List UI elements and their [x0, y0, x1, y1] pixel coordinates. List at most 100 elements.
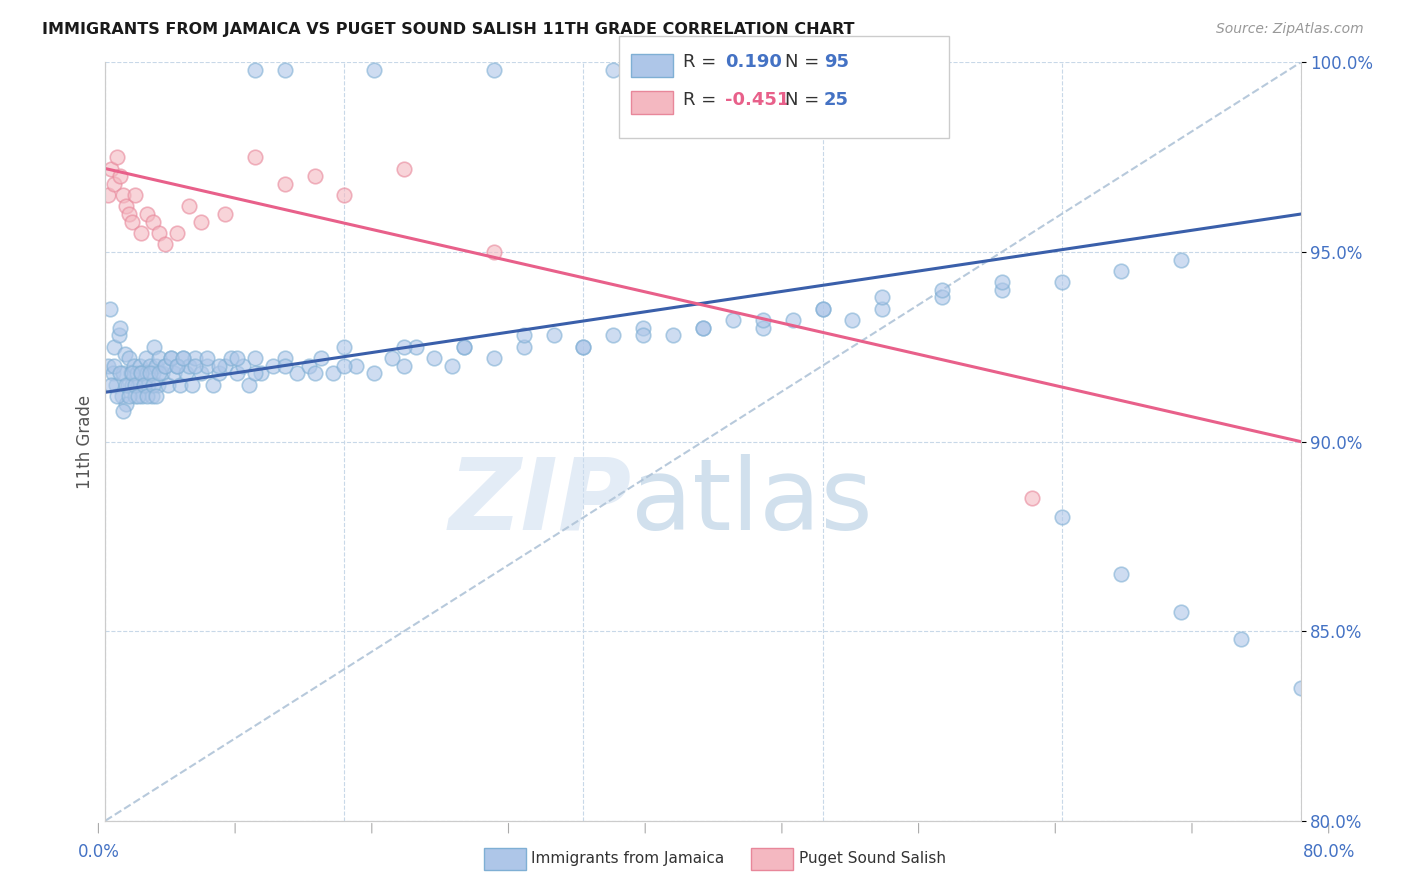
- Point: [118, 351, 141, 365]
- Point: [129, 366, 153, 380]
- Point: [184, 351, 207, 365]
- Point: [153, 359, 177, 373]
- Point: [138, 377, 160, 392]
- Point: [225, 351, 249, 365]
- Point: [309, 351, 332, 365]
- Point: [1170, 605, 1192, 619]
- Point: [103, 359, 125, 373]
- Point: [333, 188, 356, 202]
- Point: [145, 359, 167, 373]
- Point: [129, 226, 153, 240]
- Point: [440, 359, 463, 373]
- Point: [1050, 275, 1073, 289]
- Point: [148, 226, 170, 240]
- Point: [214, 207, 236, 221]
- Point: [1021, 491, 1043, 506]
- Point: [174, 366, 197, 380]
- Point: [111, 389, 134, 403]
- Point: [232, 359, 254, 373]
- Point: [118, 389, 141, 403]
- Point: [100, 377, 122, 392]
- Point: [107, 150, 129, 164]
- Point: [157, 377, 180, 392]
- Point: [142, 377, 165, 392]
- Text: 0.190: 0.190: [725, 54, 782, 71]
- Point: [273, 351, 295, 365]
- Text: N =: N =: [785, 91, 824, 109]
- Text: IMMIGRANTS FROM JAMAICA VS PUGET SOUND SALISH 11TH GRADE CORRELATION CHART: IMMIGRANTS FROM JAMAICA VS PUGET SOUND S…: [42, 22, 855, 37]
- Point: [513, 340, 536, 354]
- Point: [107, 389, 129, 403]
- Point: [392, 340, 416, 354]
- Point: [141, 389, 163, 403]
- Point: [751, 313, 773, 327]
- Point: [139, 359, 162, 373]
- Point: [423, 351, 446, 365]
- Point: [238, 377, 260, 392]
- Text: ZIP: ZIP: [449, 454, 631, 550]
- Point: [142, 214, 165, 228]
- Point: [136, 366, 159, 380]
- Point: [115, 199, 138, 213]
- Point: [134, 377, 156, 392]
- Point: [110, 320, 132, 334]
- Point: [115, 396, 138, 410]
- Point: [184, 359, 207, 373]
- Point: [124, 377, 146, 392]
- Point: [1050, 510, 1073, 524]
- Point: [100, 161, 122, 176]
- Point: [136, 207, 159, 221]
- Point: [146, 377, 169, 392]
- Point: [751, 320, 773, 334]
- Point: [285, 366, 308, 380]
- Point: [208, 359, 231, 373]
- Point: [381, 351, 404, 365]
- Point: [195, 359, 218, 373]
- Point: [190, 214, 212, 228]
- Point: [195, 351, 218, 365]
- Point: [112, 404, 135, 418]
- Point: [103, 177, 125, 191]
- Point: [1111, 567, 1133, 582]
- Point: [243, 351, 266, 365]
- Point: [721, 313, 744, 327]
- Point: [1289, 681, 1312, 695]
- Point: [572, 340, 595, 354]
- Point: [931, 291, 953, 305]
- Point: [304, 366, 326, 380]
- Point: [304, 169, 326, 183]
- Point: [872, 301, 894, 316]
- Point: [392, 161, 416, 176]
- Point: [153, 237, 177, 252]
- Point: [482, 244, 505, 259]
- Point: [177, 359, 200, 373]
- Point: [225, 366, 249, 380]
- Point: [160, 351, 183, 365]
- Point: [273, 62, 295, 77]
- Point: [166, 226, 188, 240]
- Point: [243, 62, 266, 77]
- Point: [127, 377, 149, 392]
- Point: [811, 301, 834, 316]
- Point: [602, 62, 624, 77]
- Point: [250, 366, 273, 380]
- Text: 80.0%: 80.0%: [1302, 843, 1355, 861]
- Point: [110, 169, 132, 183]
- Point: [172, 351, 194, 365]
- Point: [931, 283, 953, 297]
- Point: [243, 366, 266, 380]
- Point: [453, 340, 475, 354]
- Point: [633, 320, 655, 334]
- Text: 0.0%: 0.0%: [77, 843, 120, 861]
- Point: [990, 275, 1012, 289]
- Point: [363, 62, 385, 77]
- Point: [453, 340, 475, 354]
- Point: [142, 366, 165, 380]
- Point: [124, 389, 146, 403]
- Text: 95: 95: [824, 54, 849, 71]
- Point: [105, 377, 128, 392]
- Text: 25: 25: [824, 91, 849, 109]
- Point: [160, 351, 183, 365]
- Point: [150, 366, 173, 380]
- Point: [692, 320, 714, 334]
